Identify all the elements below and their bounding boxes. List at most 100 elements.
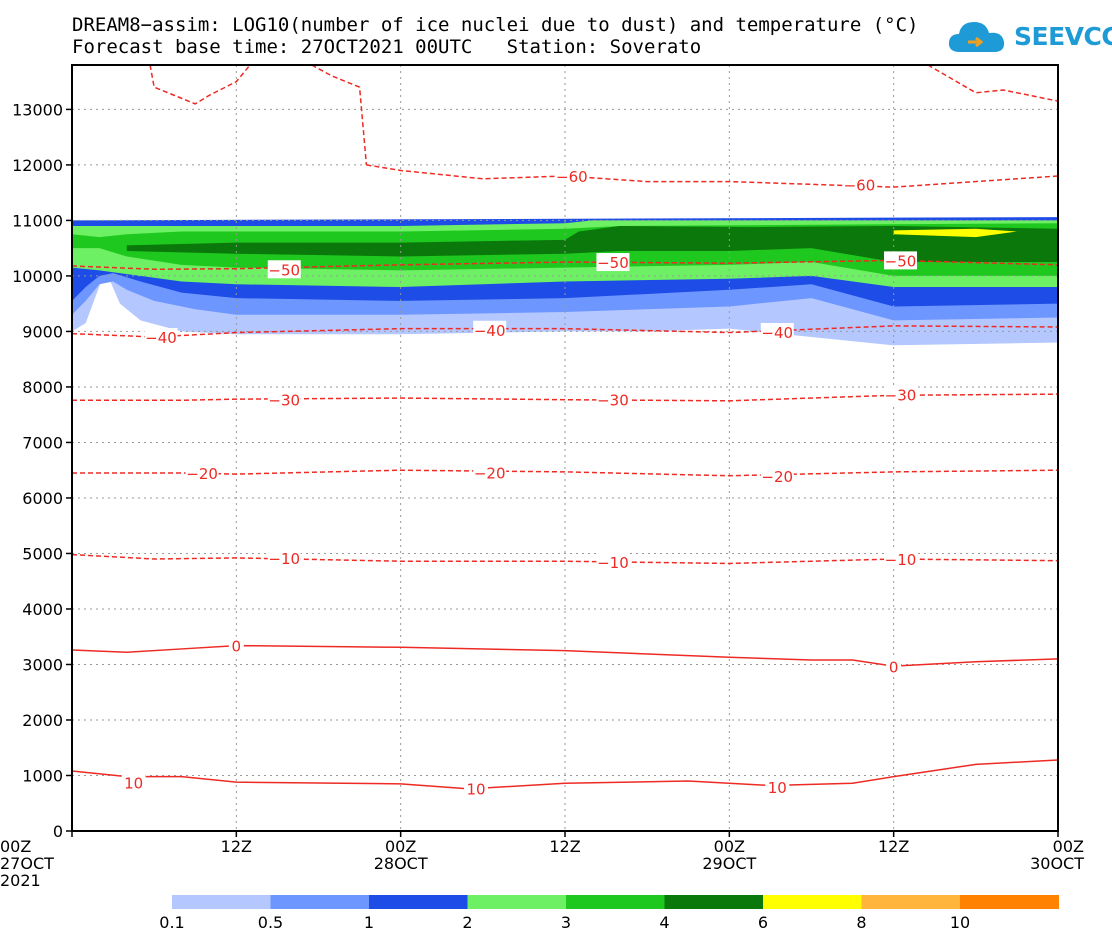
contour-label-2-0: −10	[268, 550, 300, 568]
colorbar-swatch-4	[566, 895, 665, 909]
contour-label-3-1: −20	[474, 464, 506, 482]
x-tick-label-6: 00Z	[1053, 837, 1084, 856]
colorbar-label-5: 4	[659, 913, 669, 932]
colorbar-swatch-2	[369, 895, 468, 909]
logo-text: SEEVCCC	[1014, 22, 1112, 51]
x-tick-label-3: 12Z	[549, 837, 580, 856]
contour-label-0-0: 10	[124, 775, 143, 793]
contour-label-4-1: −30	[597, 392, 629, 410]
colorbar-label-6: 6	[758, 913, 768, 932]
contour-label-1-1: 0	[889, 659, 899, 677]
colorbar-label-1: 0.5	[258, 913, 283, 932]
contour-label-bg-2-0	[267, 548, 301, 567]
temperature-contour-1	[71, 644, 1059, 667]
contour-label-5-0: −40	[145, 329, 177, 347]
y-tick-label-11: 11000	[12, 211, 63, 230]
contour-label-bg-5-0	[144, 327, 178, 346]
y-tick-label-1: 1000	[22, 766, 63, 785]
contour-label-4-0: −30	[268, 392, 300, 410]
contour-label-bg-4-2	[884, 385, 918, 404]
colorbar-swatch-8	[960, 895, 1059, 909]
x-tick-label-4: 00Z	[714, 837, 745, 856]
y-tick-label-2: 2000	[22, 711, 63, 730]
contour-label-7-1: −60	[844, 176, 876, 194]
contour-label-bg-4-1	[596, 390, 630, 409]
contour-label-0-1: 10	[466, 780, 485, 798]
contour-label-bg-3-0	[185, 463, 219, 482]
contour-label-bg-2-2	[884, 550, 918, 569]
colorbar-swatch-0	[172, 895, 271, 909]
contour-label-bg-3-1	[473, 463, 507, 482]
temperature-contour-0	[71, 759, 1059, 790]
y-tick-label-0: 0	[53, 822, 63, 841]
contour-label-bg-4-0	[267, 390, 301, 409]
temperature-contour-2	[71, 553, 1059, 565]
contour-label-bg-7-0	[555, 167, 589, 186]
y-tick-label-8: 8000	[22, 378, 63, 397]
x-tick-label-0: 00Z	[0, 837, 31, 856]
concentration-fill-5	[126, 225, 1059, 263]
contour-label-5-2: −40	[761, 324, 793, 342]
colorbar-label-8: 10	[950, 913, 970, 932]
contour-label-3-0: −20	[186, 465, 218, 483]
temperature-contour-9	[311, 64, 368, 165]
contour-label-bg-0-0	[121, 773, 146, 792]
y-tick-label-7: 7000	[22, 433, 63, 452]
contour-label-2-2: −10	[885, 551, 917, 569]
x-tick-sublabel-6-0: 30OCT	[1030, 854, 1084, 873]
colorbar-swatch-3	[467, 895, 567, 909]
temperature-contour-8	[149, 64, 251, 105]
contour-label-6-1: −50	[597, 254, 629, 272]
y-tick-label-9: 9000	[22, 322, 63, 341]
contour-label-5-1: −40	[474, 322, 506, 340]
y-tick-label-6: 6000	[22, 489, 63, 508]
colorbar-label-3: 2	[462, 913, 472, 932]
colorbar-label-7: 8	[856, 913, 866, 932]
colorbar-label-4: 3	[561, 913, 571, 932]
contour-label-bg-3-2	[760, 466, 794, 485]
contour-label-bg-6-2	[884, 251, 918, 270]
colorbar-swatch-5	[664, 895, 764, 909]
contour-label-7-0: −60	[556, 168, 588, 186]
contour-label-bg-5-1	[473, 320, 507, 339]
contour-label-2-1: −10	[597, 554, 629, 572]
y-tick-label-5: 5000	[22, 544, 63, 563]
x-tick-sublabel-4-0: 29OCT	[702, 854, 756, 873]
contour-label-6-2: −50	[885, 252, 917, 270]
y-tick-label-4: 4000	[22, 600, 63, 619]
y-tick-label-3: 3000	[22, 655, 63, 674]
colorbar-swatch-6	[763, 895, 862, 909]
chart-title-line1: DREAM8−assim: LOG10(number of ice nuclei…	[72, 14, 919, 36]
temperature-contour-10	[927, 64, 1059, 102]
x-tick-label-1: 12Z	[221, 837, 252, 856]
contour-label-bg-7-1	[842, 175, 876, 194]
contour-label-3-2: −20	[761, 468, 793, 486]
y-tick-label-13: 13000	[12, 100, 63, 119]
colorbar-swatch-7	[861, 895, 961, 909]
contour-label-bg-0-1	[463, 779, 488, 798]
x-tick-sublabel-0-0: 27OCT	[0, 854, 54, 873]
contour-label-bg-1-1	[886, 657, 902, 676]
concentration-fill-6	[893, 228, 1017, 238]
contour-label-bg-0-2	[765, 778, 790, 797]
y-tick-label-12: 12000	[12, 156, 63, 175]
contour-label-bg-6-1	[596, 253, 630, 272]
x-tick-sublabel-2-0: 28OCT	[374, 854, 428, 873]
contour-label-bg-2-1	[596, 552, 630, 571]
x-tick-label-5: 12Z	[878, 837, 909, 856]
contour-label-bg-6-0	[267, 260, 301, 279]
contour-label-bg-1-0	[228, 636, 244, 655]
temperature-contour-4	[72, 393, 1059, 402]
contour-label-0-2: 10	[768, 779, 787, 797]
chart-title-line2: Forecast base time: 27OCT2021 00UTC Stat…	[72, 36, 702, 58]
contour-label-6-0: −50	[268, 261, 300, 279]
temperature-contour-6	[71, 259, 1059, 271]
colorbar-label-0: 0.1	[159, 913, 184, 932]
x-tick-label-2: 00Z	[385, 837, 416, 856]
x-tick-sublabel-0-1: 2021	[0, 871, 41, 890]
temperature-contour-7	[366, 164, 1059, 188]
colorbar-label-2: 1	[364, 913, 374, 932]
colorbar-swatch-1	[270, 895, 370, 909]
contour-label-bg-5-2	[760, 322, 794, 341]
